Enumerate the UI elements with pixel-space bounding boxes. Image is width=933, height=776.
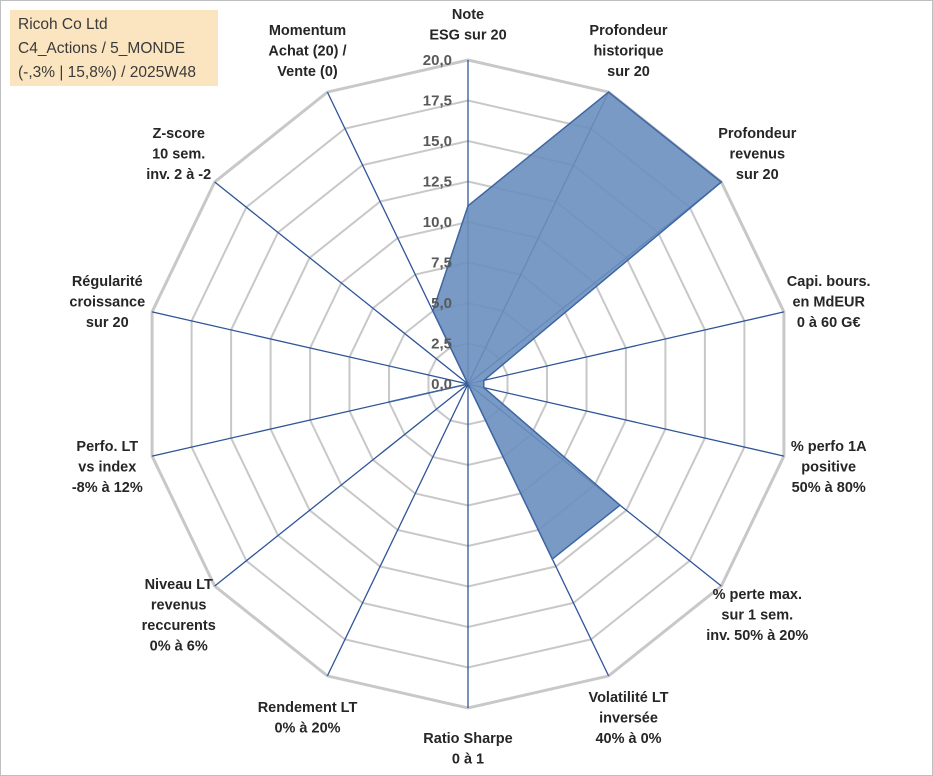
radar-axis-labels: Note ESG sur 20 Profondeur historique sur 20… bbox=[69, 7, 871, 768]
axis-label-7-line-1: 0 à 1 bbox=[452, 751, 484, 767]
tick-label-6: 15,0 bbox=[423, 133, 452, 150]
axis-label-13-line-2: Vente (0) bbox=[277, 64, 338, 80]
series-point-1 bbox=[607, 91, 610, 93]
axis-label-3-line-2: 0 à 60 G€ bbox=[797, 315, 861, 331]
axis-label-3-line-0: Capi. bours. bbox=[787, 274, 871, 290]
spoke-4 bbox=[467, 383, 785, 457]
axis-label-4-line-1: positive bbox=[801, 459, 856, 475]
series-point-0 bbox=[467, 205, 469, 207]
axis-label-5-line-2: inv. 50% à 20% bbox=[706, 628, 808, 644]
axis-label-10-line-1: vs index bbox=[78, 459, 136, 475]
title-line-company: Ricoh Co Ltd bbox=[18, 16, 108, 33]
series-point-12 bbox=[467, 383, 469, 385]
tick-label-7: 17,5 bbox=[423, 93, 452, 110]
axis-label-6-line-1: inversée bbox=[599, 710, 658, 726]
axis-label-13-line-1: Achat (20) / bbox=[268, 44, 346, 60]
title-line-category: C4_Actions / 5_MONDE bbox=[18, 40, 186, 57]
axis-label-13-line-0: Momentum bbox=[269, 23, 346, 39]
axis-label-6-line-2: 40% à 0% bbox=[595, 731, 661, 747]
title-line-stats: (-,3% | 15,8%) / 2025W48 bbox=[18, 64, 197, 81]
series-point-6 bbox=[551, 558, 554, 560]
axis-label-7: Ratio Sharpe 0 à 1 bbox=[423, 731, 512, 768]
tick-label-1: 2,5 bbox=[431, 336, 452, 353]
axis-label-2-line-0: Profondeur bbox=[718, 126, 796, 142]
axis-label-0-line-1: ESG sur 20 bbox=[429, 27, 506, 43]
axis-label-1-line-1: historique bbox=[593, 44, 663, 60]
tick-label-4: 10,0 bbox=[423, 214, 452, 231]
series-point-2 bbox=[720, 181, 723, 183]
axis-label-2: Profondeur revenus sur 20 bbox=[718, 126, 796, 183]
series-point-4 bbox=[483, 386, 485, 389]
axis-label-8: Rendement LT 0% à 20% bbox=[258, 700, 358, 737]
axis-label-3-line-1: en MdEUR bbox=[792, 295, 865, 311]
axis-label-10: Perfo. LT vs index -8% à 12% bbox=[72, 439, 143, 496]
tick-label-0: 0,0 bbox=[431, 376, 452, 393]
axis-label-5-line-1: sur 1 sem. bbox=[721, 608, 793, 624]
spoke-3 bbox=[467, 311, 785, 385]
axis-label-4-line-2: 50% à 80% bbox=[792, 480, 866, 496]
axis-label-6-line-0: Volatilité LT bbox=[588, 690, 668, 706]
radar-series bbox=[388, 91, 723, 560]
axis-label-12-line-0: Z-score bbox=[153, 126, 205, 142]
axis-label-4: % perfo 1A positive 50% à 80% bbox=[791, 439, 867, 496]
tick-label-3: 7,5 bbox=[431, 255, 452, 272]
axis-label-9-line-0: Niveau LT bbox=[145, 577, 213, 593]
tick-label-8: 20,0 bbox=[423, 52, 452, 69]
axis-label-5: % perte max. sur 1 sem. inv. 50% à 20% bbox=[706, 587, 808, 644]
axis-label-1: Profondeur historique sur 20 bbox=[589, 23, 667, 80]
axis-label-9-line-2: reccurents bbox=[142, 618, 216, 634]
axis-label-11-line-2: sur 20 bbox=[86, 315, 129, 331]
axis-label-1-line-0: Profondeur bbox=[589, 23, 667, 39]
axis-label-11-line-1: croissance bbox=[69, 295, 145, 311]
axis-label-3: Capi. bours. en MdEUR 0 à 60 G€ bbox=[787, 274, 871, 331]
axis-label-13: Momentum Achat (20) / Vente (0) bbox=[268, 23, 346, 80]
tick-label-2: 5,0 bbox=[431, 295, 452, 312]
axis-label-9-line-1: revenus bbox=[151, 597, 207, 613]
spoke-9 bbox=[214, 383, 469, 587]
series-area bbox=[388, 91, 723, 560]
title-box: Ricoh Co Ltd C4_Actions / 5_MONDE (-,3% … bbox=[10, 10, 218, 86]
series-point-3 bbox=[483, 379, 485, 382]
axis-label-2-line-2: sur 20 bbox=[736, 167, 779, 183]
axis-label-11-line-0: Régularité bbox=[72, 274, 143, 290]
axis-label-10-line-0: Perfo. LT bbox=[76, 439, 138, 455]
spoke-11 bbox=[151, 311, 469, 385]
tick-label-5: 12,5 bbox=[423, 174, 452, 191]
series-point-13 bbox=[432, 310, 434, 312]
axis-label-6: Volatilité LT inversée 40% à 0% bbox=[588, 690, 668, 747]
axis-label-9: Niveau LT revenus reccurents 0% à 6% bbox=[142, 577, 216, 655]
axis-label-5-line-0: % perte max. bbox=[713, 587, 802, 603]
axis-label-1-line-2: sur 20 bbox=[607, 64, 650, 80]
axis-label-7-line-0: Ratio Sharpe bbox=[423, 731, 512, 747]
axis-label-12: Z-score 10 sem. inv. 2 à -2 bbox=[146, 126, 211, 183]
axis-label-10-line-2: -8% à 12% bbox=[72, 480, 143, 496]
axis-label-0-line-0: Note bbox=[452, 7, 484, 23]
axis-label-2-line-1: revenus bbox=[729, 146, 785, 162]
series-point-10 bbox=[388, 401, 390, 403]
axis-label-9-line-3: 0% à 6% bbox=[150, 638, 208, 654]
axis-label-8-line-1: 0% à 20% bbox=[274, 721, 340, 737]
series-point-5 bbox=[619, 504, 621, 507]
axis-label-11: Régularité croissance sur 20 bbox=[69, 274, 145, 331]
spoke-12 bbox=[214, 181, 469, 385]
axis-label-4-line-0: % perfo 1A bbox=[791, 439, 867, 455]
axis-label-12-line-1: 10 sem. bbox=[152, 146, 205, 162]
axis-label-12-line-2: inv. 2 à -2 bbox=[146, 167, 211, 183]
spoke-8 bbox=[326, 383, 469, 677]
axis-label-8-line-0: Rendement LT bbox=[258, 700, 358, 716]
radar-tick-labels: 0,0 2,5 5,0 7,5 10,0 12,5 15,0 17,5 20,0 bbox=[423, 52, 452, 393]
axis-label-0: Note ESG sur 20 bbox=[429, 7, 506, 44]
